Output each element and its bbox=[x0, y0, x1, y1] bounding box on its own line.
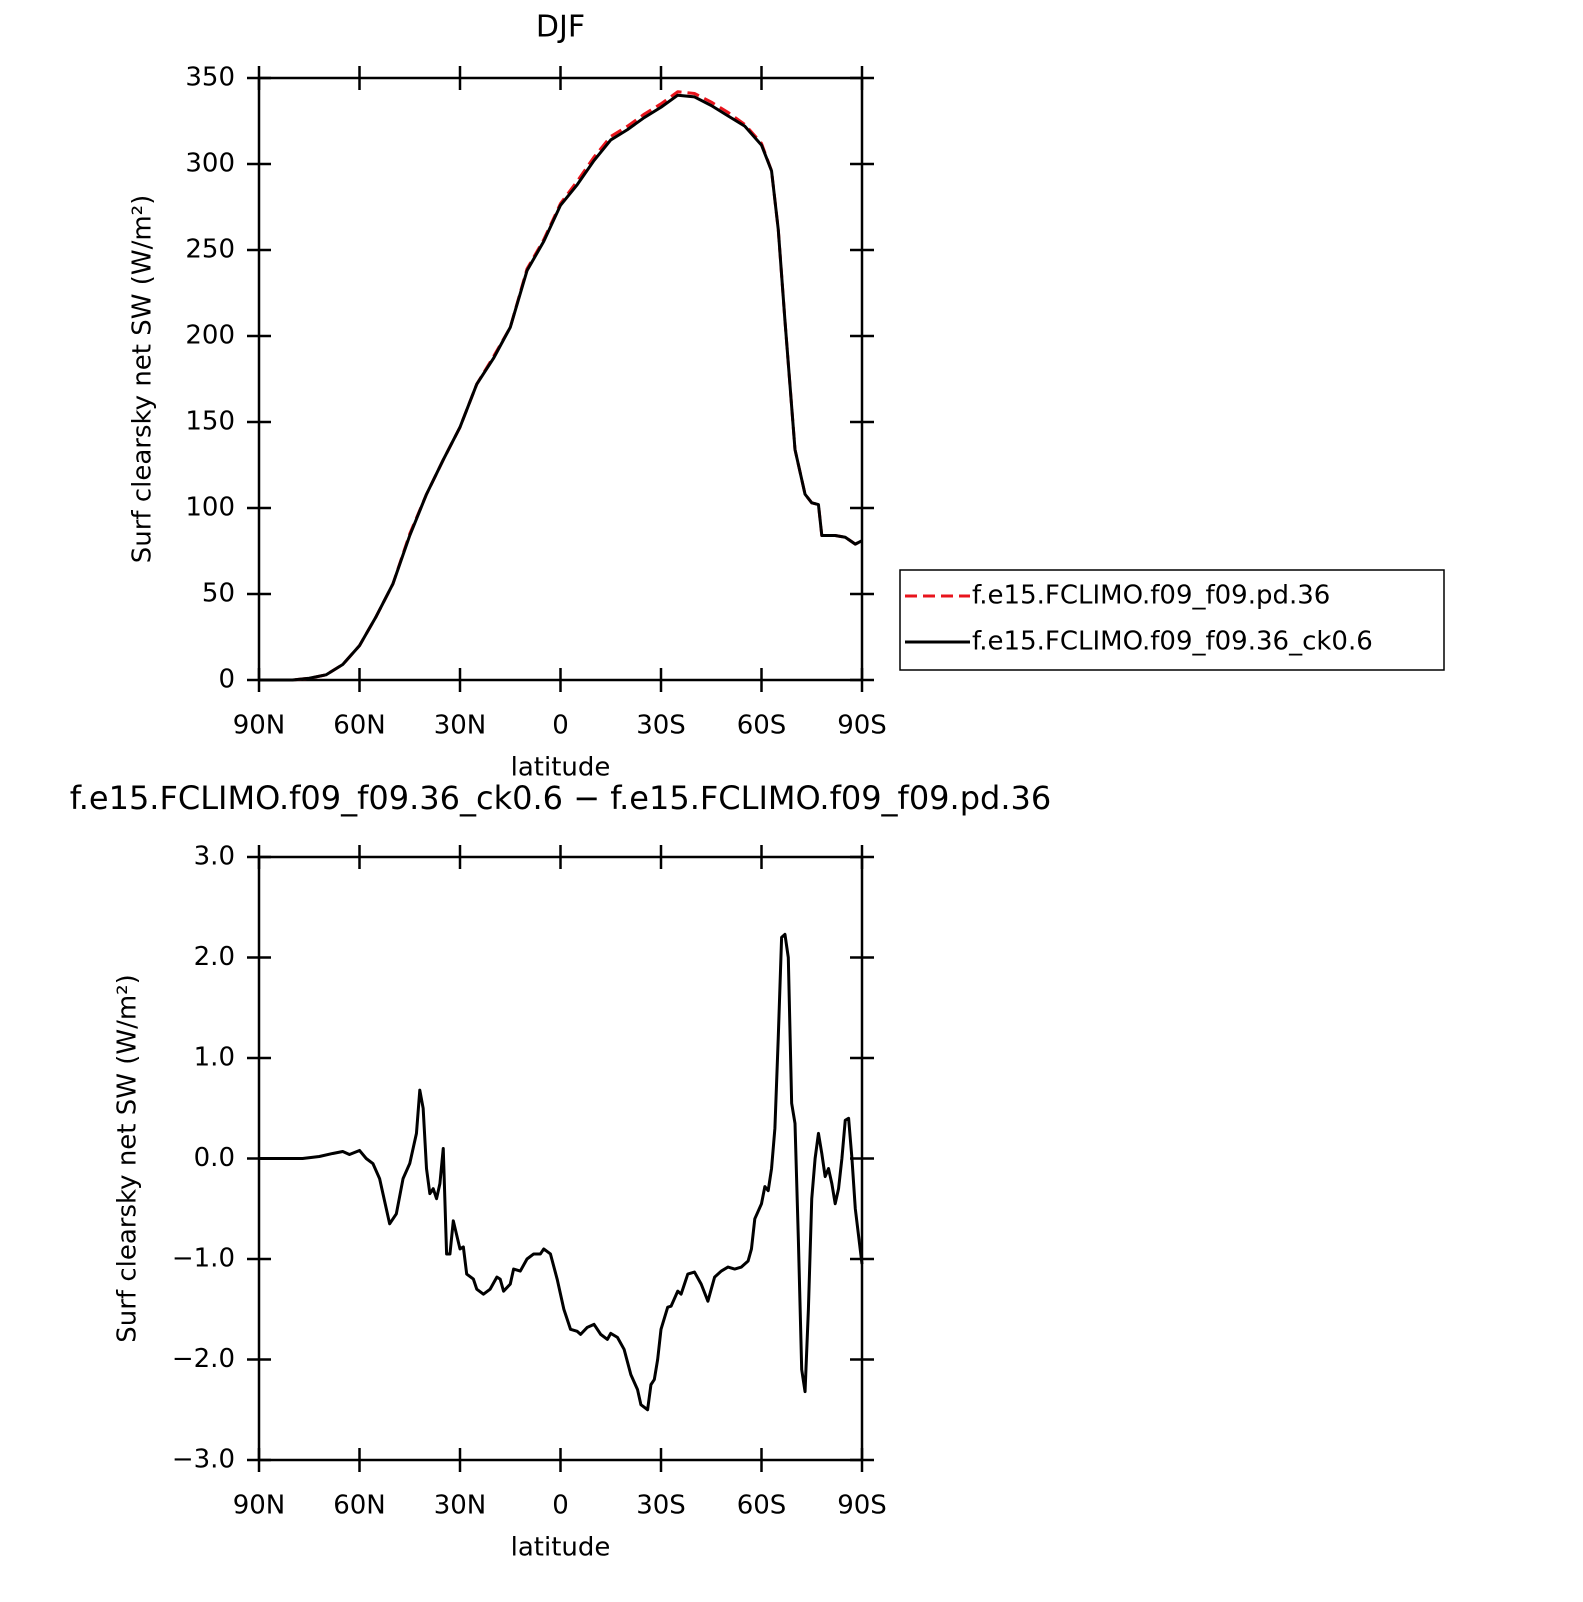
x-tick-label: 30S bbox=[636, 1491, 686, 1521]
x-tick-label: 60N bbox=[333, 711, 386, 741]
legend-box bbox=[899, 569, 1445, 671]
y-tick-label: 2.0 bbox=[194, 942, 235, 972]
y-tick-label: 100 bbox=[185, 493, 235, 523]
x-tick-label: 30N bbox=[434, 711, 487, 741]
y-axis-label: Surf clearsky net SW (W/m²) bbox=[128, 195, 158, 563]
y-tick-label: 150 bbox=[185, 407, 235, 437]
y-tick-label: 0.0 bbox=[194, 1143, 235, 1173]
y-tick-label: 50 bbox=[202, 579, 235, 609]
y-tick-label: 3.0 bbox=[194, 842, 235, 872]
x-tick-label: 60S bbox=[737, 1491, 787, 1521]
chart-title: f.e15.FCLIMO.f09_f09.36_ck0.6 − f.e15.FC… bbox=[70, 779, 1051, 817]
y-axis-label: Surf clearsky net SW (W/m²) bbox=[113, 974, 143, 1342]
x-axis-label: latitude bbox=[511, 1533, 611, 1563]
legend-label: f.e15.FCLIMO.f09_f09.36_ck0.6 bbox=[972, 627, 1373, 657]
y-tick-label: 250 bbox=[185, 235, 235, 265]
data-line bbox=[259, 90, 863, 682]
legend-label: f.e15.FCLIMO.f09_f09.pd.36 bbox=[972, 581, 1330, 611]
y-tick-label: 350 bbox=[185, 63, 235, 93]
y-tick-label: 200 bbox=[185, 321, 235, 351]
chart-title: DJF bbox=[536, 10, 585, 45]
x-tick-label: 30S bbox=[636, 711, 686, 741]
y-tick-label: −3.0 bbox=[172, 1445, 235, 1475]
data-line bbox=[259, 932, 864, 1412]
x-tick-label: 90S bbox=[837, 711, 887, 741]
y-tick-label: −2.0 bbox=[172, 1344, 235, 1374]
x-tick-label: 60N bbox=[333, 1491, 386, 1521]
x-axis-label: latitude bbox=[511, 753, 611, 783]
y-tick-label: 300 bbox=[185, 149, 235, 179]
x-tick-label: 30N bbox=[434, 1491, 487, 1521]
data-line bbox=[259, 93, 863, 682]
x-tick-label: 90N bbox=[233, 711, 286, 741]
y-tick-label: −1.0 bbox=[172, 1244, 235, 1274]
x-tick-label: 90S bbox=[837, 1491, 887, 1521]
x-tick-label: 90N bbox=[233, 1491, 286, 1521]
y-tick-label: 0 bbox=[218, 665, 235, 695]
y-tick-label: 1.0 bbox=[194, 1043, 235, 1073]
x-tick-label: 60S bbox=[737, 711, 787, 741]
x-tick-label: 0 bbox=[552, 711, 569, 741]
x-tick-label: 0 bbox=[552, 1491, 569, 1521]
